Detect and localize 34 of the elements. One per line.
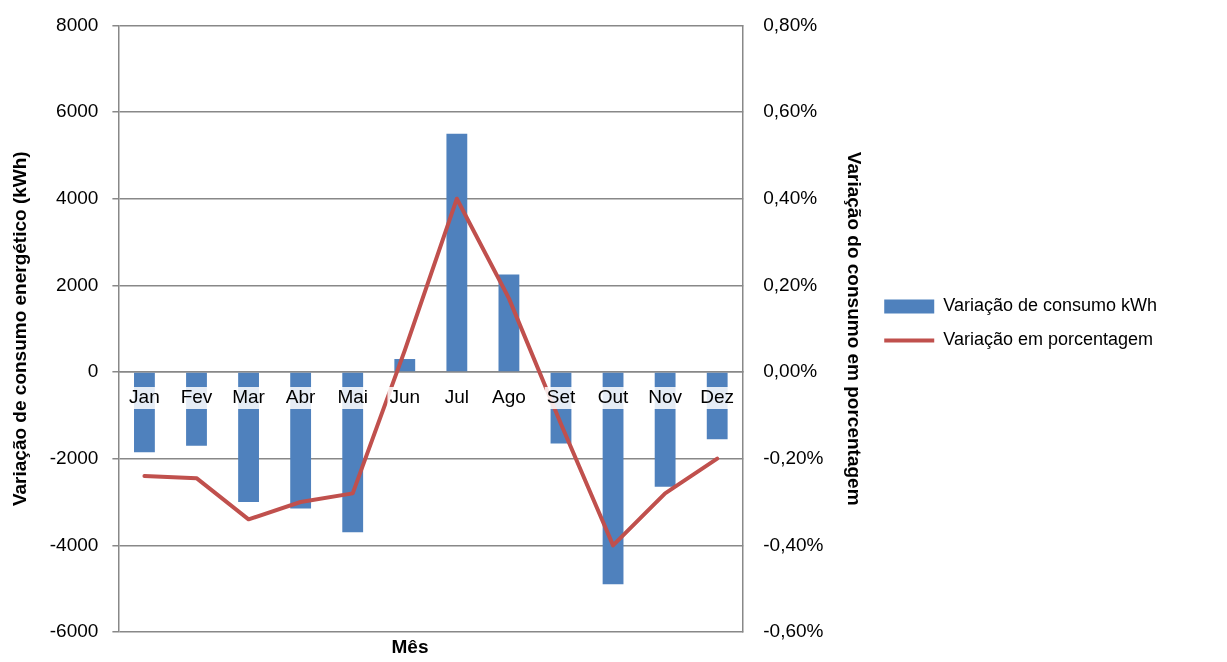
y-tick-label: 2000: [56, 273, 99, 295]
y-tick-label: -2000: [49, 446, 99, 468]
x-tick-label: Dez: [700, 386, 735, 408]
y-tick-label: 6000: [56, 100, 99, 122]
y2-tick-label: 0,40%: [763, 186, 818, 208]
x-tick-label: Mai: [337, 386, 369, 408]
y2-tick-label: 0,80%: [763, 13, 818, 35]
x-tick-label: Ago: [492, 386, 526, 408]
x-tick-label: Set: [546, 386, 576, 408]
y-tick-label: 0: [87, 360, 99, 382]
x-axis-title: Mês: [391, 636, 429, 657]
y2-tick-label: 0,20%: [763, 273, 818, 295]
x-tick-label: Out: [597, 386, 630, 408]
y2-tick-label: -0,60%: [763, 620, 824, 642]
x-tick-label: Abr: [285, 386, 317, 408]
x-tick-label: Mar: [232, 386, 266, 408]
bar: [446, 133, 468, 372]
x-tick-label: Fev: [180, 386, 213, 408]
y-tick-label: 8000: [56, 13, 99, 35]
y-tick-label: -4000: [49, 533, 99, 555]
y-tick-label: -6000: [49, 620, 99, 642]
y2-tick-label: -0,20%: [763, 446, 824, 468]
x-tick-label: Jan: [129, 386, 160, 408]
y2-axis-title: Variação do consumo em porcentagem: [843, 151, 865, 506]
y2-tick-label: -0,40%: [763, 533, 824, 555]
x-tick-label: Nov: [648, 386, 683, 408]
x-tick-label: Jul: [444, 386, 469, 408]
legend-label: Variação em porcentagem: [943, 329, 1154, 350]
y2-tick-label: 0,00%: [763, 360, 818, 382]
y-axis-title: Variação de consumo energético (kWh): [8, 151, 30, 507]
y-tick-label: 4000: [56, 186, 99, 208]
legend-label: Variação de consumo kWh: [943, 295, 1158, 316]
y2-tick-label: 0,60%: [763, 100, 818, 122]
x-tick-label: Jun: [389, 386, 421, 408]
